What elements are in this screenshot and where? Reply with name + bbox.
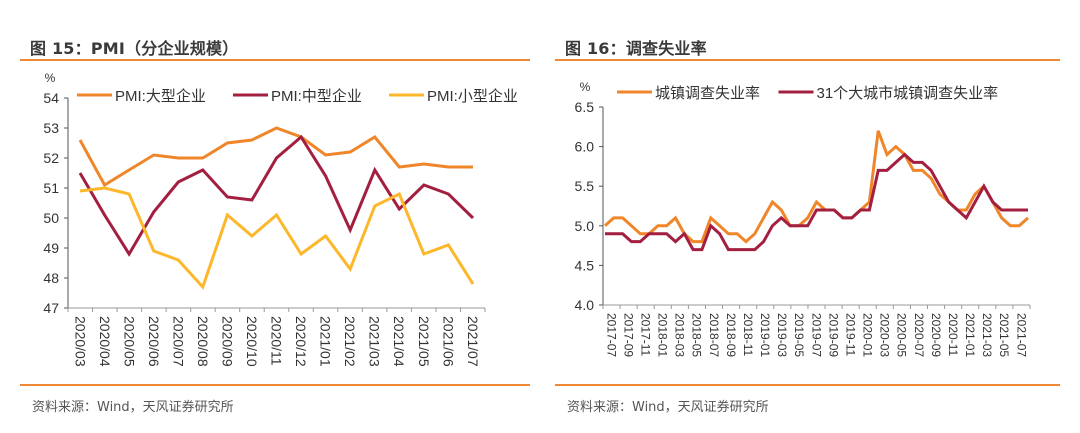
source-rule <box>20 384 530 386</box>
legend-label: 城镇调查失业率 <box>655 85 760 102</box>
title-rule <box>20 59 530 61</box>
x-tick-label: 2021/02 <box>342 316 358 367</box>
legend-label: 31个大城市城镇调查失业率 <box>817 85 999 102</box>
figure-15-panel: 图 15：PMI（分企业规模） 47 48 49 50 51 52 53 54% 2020/03… <box>20 0 530 433</box>
series-line-2 <box>78 134 475 257</box>
pmi-line-chart: 47 48 49 50 51 52 53 54% 2020/03 2020/04 2020/05 20… <box>43 71 518 367</box>
x-tick-label: 2021-01 <box>963 313 977 357</box>
x-tick-label: 2020/06 <box>146 316 162 367</box>
x-tick-label: 2021/06 <box>440 316 456 367</box>
legend-label: PMI:大型企业 <box>115 87 206 105</box>
x-tick-label: 2017-07 <box>604 313 618 357</box>
figure-16-panel: 图 16：调查失业率 4.0 4.5 5.0 5.5 6.0 6.5% 2017-07 201… <box>555 0 1060 433</box>
y-tick-label: 53 <box>43 120 59 136</box>
x-tick-label: 2021/07 <box>465 316 481 367</box>
y-tick-label: 49 <box>43 240 59 256</box>
x-tick-label: 2020-11 <box>946 313 960 356</box>
x-tick-label: 2019-03 <box>775 313 789 357</box>
series-line-1 <box>603 130 1030 244</box>
x-tick-label: 2020/03 <box>72 316 88 367</box>
source-rule <box>555 384 1060 386</box>
x-tick-label: 2018-01 <box>656 313 670 357</box>
x-tick-label: 2020-07 <box>912 313 926 357</box>
series-line-3 <box>79 186 475 290</box>
x-tick-label: 2019-07 <box>809 313 823 357</box>
x-tick-label: 2018-11 <box>741 313 755 356</box>
x-tick-label: 2019-09 <box>826 313 840 357</box>
y-tick-label: 4.5 <box>575 257 595 273</box>
x-tick-label: 2019-05 <box>792 313 806 357</box>
y-tick-label: 6.5 <box>575 99 595 115</box>
x-tick-label: 2020-03 <box>878 313 892 357</box>
y-tick-label: 54 <box>43 90 59 106</box>
x-tick-label: 2020-09 <box>929 313 943 357</box>
x-tick-label: 2021/03 <box>367 316 383 367</box>
series-line-1 <box>78 126 473 188</box>
y-tick-label: 50 <box>43 210 59 226</box>
y-tick-label: 6.0 <box>575 139 595 155</box>
y-unit-label: % <box>580 80 591 94</box>
y-tick-label: 48 <box>43 270 59 286</box>
y-tick-label: 5.5 <box>575 178 595 194</box>
series-line-2 <box>605 152 1028 252</box>
unemployment-line-chart: 4.0 4.5 5.0 5.5 6.0 6.5% 2017-07 2017-09 2017-11… <box>575 80 1031 357</box>
x-tick-label: 2020/11 <box>269 316 285 366</box>
x-tick-label: 2021-03 <box>980 313 994 357</box>
source-note: 资料来源：Wind，天风证券研究所 <box>32 400 234 415</box>
x-tick-label: 2018-09 <box>724 313 738 357</box>
x-tick-label: 2021-07 <box>1014 313 1028 357</box>
x-tick-label: 2019-11 <box>843 313 857 356</box>
figure-title: 图 15：PMI（分企业规模） <box>30 39 239 58</box>
x-tick-label: 2019-01 <box>758 313 772 357</box>
x-tick-label: 2018-03 <box>673 313 687 357</box>
x-tick-label: 2020/10 <box>244 316 260 367</box>
x-tick-label: 2020-01 <box>861 313 875 357</box>
x-tick-label: 2020/04 <box>97 316 113 367</box>
x-tick-label: 2020/05 <box>121 316 137 367</box>
legend-label: PMI:小型企业 <box>427 87 518 105</box>
x-tick-label: 2017-11 <box>639 313 653 356</box>
x-tick-label: 2018-05 <box>690 313 704 357</box>
x-tick-label: 2021-05 <box>997 313 1011 357</box>
figure-title: 图 16：调查失业率 <box>565 39 707 58</box>
x-tick-label: 2021/01 <box>318 316 334 367</box>
x-tick-label: 2020/12 <box>293 316 309 367</box>
title-rule <box>555 59 1060 61</box>
x-tick-label: 2020/09 <box>220 316 236 367</box>
x-tick-label: 2021/05 <box>416 316 432 367</box>
y-tick-label: 4.0 <box>575 297 595 313</box>
y-tick-label: 5.0 <box>575 218 595 234</box>
x-tick-label: 2017-09 <box>621 313 635 357</box>
y-unit-label: % <box>45 71 56 85</box>
x-tick-label: 2020/08 <box>195 316 211 367</box>
x-tick-label: 2020/07 <box>170 316 186 367</box>
x-tick-label: 2021/04 <box>391 316 407 367</box>
source-note: 资料来源：Wind，天风证券研究所 <box>567 400 769 415</box>
y-tick-label: 51 <box>43 180 59 196</box>
x-tick-label: 2018-07 <box>707 313 721 357</box>
y-tick-label: 52 <box>43 150 59 166</box>
y-tick-label: 47 <box>43 300 59 316</box>
x-tick-label: 2020-05 <box>895 313 909 357</box>
legend-label: PMI:中型企业 <box>271 87 362 105</box>
